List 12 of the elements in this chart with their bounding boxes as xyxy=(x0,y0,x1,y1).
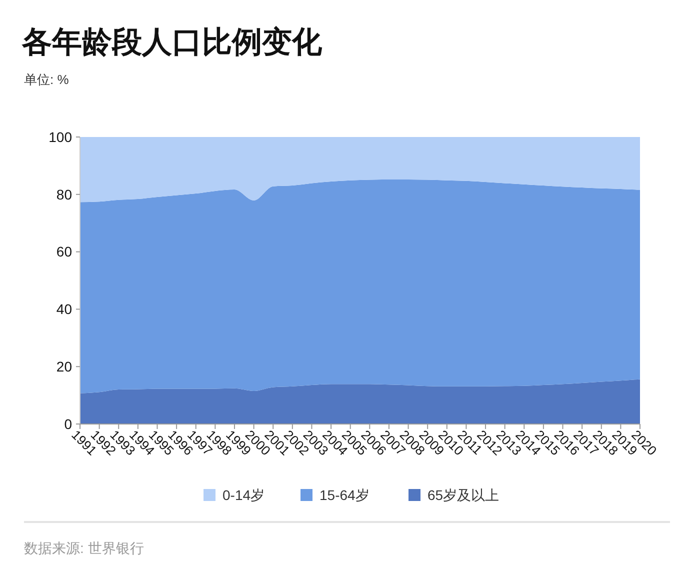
y-tick-label: 60 xyxy=(56,244,72,260)
y-tick-label: 0 xyxy=(64,416,72,432)
source-note: 数据来源: 世界银行 xyxy=(24,540,144,556)
legend-label: 65岁及以上 xyxy=(428,486,500,503)
y-tick-label: 40 xyxy=(56,301,72,318)
y-tick-label: 100 xyxy=(48,128,72,145)
y-tick-label: 80 xyxy=(56,186,72,202)
y-tick-label: 20 xyxy=(56,358,72,374)
chart-title: 各年龄段人口比例变化 xyxy=(21,25,323,59)
legend-label: 15-64岁 xyxy=(320,486,370,503)
legend-label: 0-14岁 xyxy=(222,486,265,503)
chart-subtitle: 单位: % xyxy=(24,72,70,87)
